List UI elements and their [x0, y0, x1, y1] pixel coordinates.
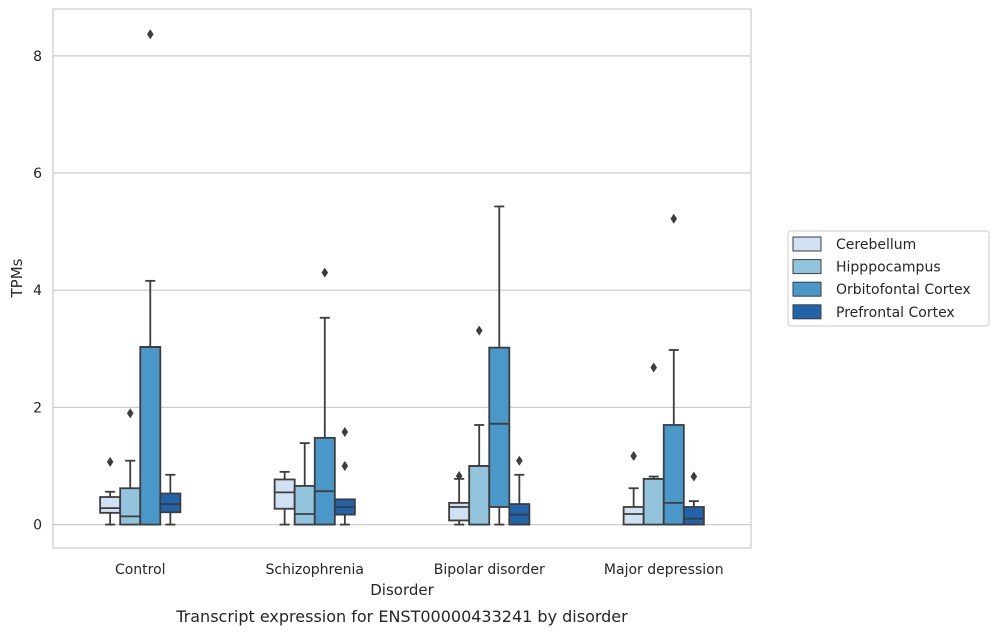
box-iqr [273, 478, 296, 510]
outlier-point [690, 471, 698, 482]
legend-swatch [792, 259, 822, 275]
legend-label: Prefrontal Cortex [836, 305, 955, 321]
box-iqr [139, 346, 162, 526]
y-tick-label: 2 [33, 400, 42, 416]
x-tick-labels: Control Schizophrenia Bipolar disorder Majo… [115, 562, 724, 578]
outlier-point [341, 426, 349, 437]
y-tick-label: 8 [33, 49, 42, 65]
legend-label: Orbitofontal Cortex [836, 282, 971, 298]
box-iqr [159, 492, 182, 514]
x-tick-label: Schizophrenia [266, 562, 364, 578]
box-element [119, 408, 142, 526]
plot-frame [52, 8, 752, 549]
outlier-point [341, 460, 349, 471]
box-element [662, 213, 685, 526]
series-orbitofontal-cortex [139, 29, 685, 526]
box-element [508, 455, 531, 526]
box-element [642, 362, 665, 526]
box-element [488, 205, 511, 526]
box-element [468, 325, 491, 526]
box-element [622, 451, 645, 526]
box-iqr [642, 477, 665, 526]
x-tick-label: Control [115, 562, 166, 578]
box-iqr [488, 346, 511, 508]
legend-item: Hipppocampus [792, 259, 941, 276]
outlier-point [455, 470, 463, 481]
outlier-point [670, 213, 678, 224]
y-tick-label: 6 [33, 166, 42, 182]
box-iqr [293, 484, 316, 526]
box-iqr [662, 424, 685, 526]
box-iqr [622, 506, 645, 526]
legend-swatch [792, 304, 822, 320]
x-tick-label: Major depression [604, 562, 724, 578]
chart-caption: Transcript expression for ENST0000043324… [175, 607, 628, 626]
y-tick-labels: 0 2 4 6 8 [33, 49, 42, 534]
box-element [159, 473, 182, 526]
series-hipppocampus [119, 325, 665, 526]
box-iqr [682, 506, 705, 526]
y-tick-label: 0 [33, 518, 42, 534]
outlier-point [321, 267, 329, 278]
box-element [99, 456, 122, 526]
box-element [682, 471, 705, 526]
series-prefrontal-cortex [159, 426, 705, 526]
legend-item: Cerebellum [792, 236, 916, 253]
box-iqr [119, 487, 142, 526]
box-element [448, 470, 471, 526]
legend-label: Hipppocampus [836, 260, 941, 276]
legend-label: Cerebellum [836, 237, 916, 253]
box-element [139, 29, 162, 526]
legend-swatch [792, 236, 822, 252]
y-axis-label: TPMs [8, 258, 26, 298]
legend-frame [787, 230, 990, 327]
outlier-point [146, 29, 154, 40]
box-element [293, 442, 316, 526]
outlier-point [650, 362, 658, 373]
outlier-point [516, 455, 523, 466]
outlier-point [126, 408, 134, 419]
legend-swatch [792, 281, 822, 297]
series-cerebellum [99, 451, 645, 526]
box-series [99, 29, 705, 526]
box-iqr [99, 496, 122, 514]
box-element [313, 267, 336, 526]
x-tick-label: Bipolar disorder [434, 562, 545, 578]
legend-item: Prefrontal Cortex [792, 304, 955, 321]
legend: Cerebellum Hipppocampus Orbitofontal Corte… [787, 230, 990, 327]
box-iqr [448, 501, 471, 522]
outlier-point [106, 456, 114, 467]
box-iqr [313, 436, 336, 526]
y-tick-label: 4 [33, 283, 42, 299]
box-element [273, 470, 296, 526]
x-axis-label: Disorder [370, 581, 434, 599]
box-iqr [468, 465, 491, 526]
outlier-point [630, 451, 637, 462]
box-element [333, 426, 356, 526]
outlier-point [475, 325, 483, 336]
legend-item: Orbitofontal Cortex [792, 281, 971, 298]
